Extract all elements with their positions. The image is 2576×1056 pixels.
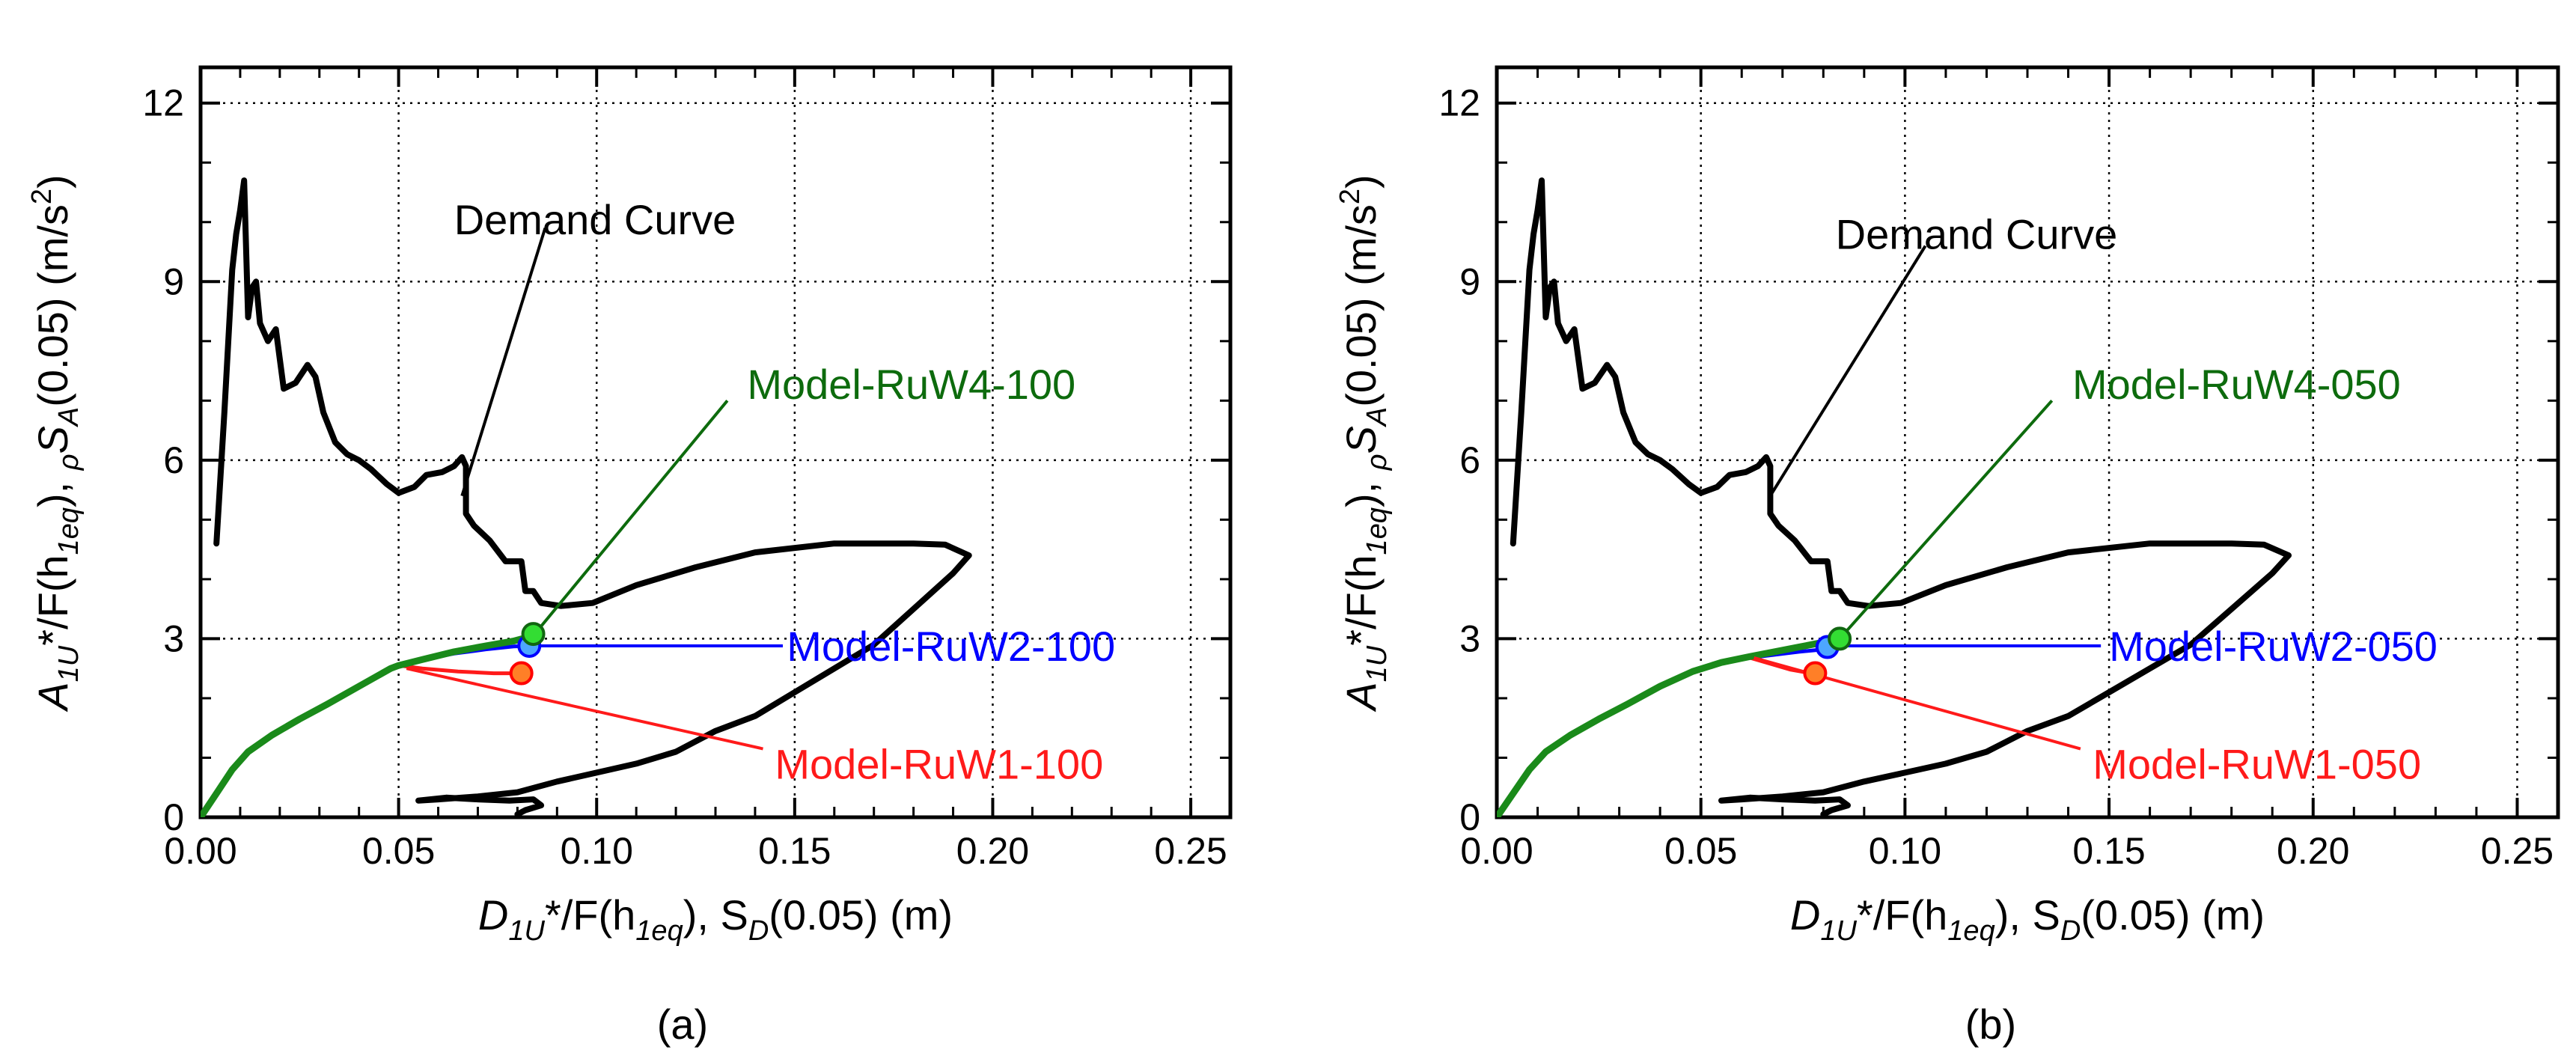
chart-panel-a: 0.00 0.05 0.10 0.15 0.20 0.25 0 3 6 9 12 Demand Cur… bbox=[26, 65, 1233, 1048]
series-line-demand-curve-b bbox=[1510, 177, 2292, 817]
chart-panel-b: 0.00 0.05 0.10 0.15 0.20 0.25 0 3 6 9 12 Demand Cur… bbox=[1334, 65, 2560, 1048]
y-tick-label-1-b: 3 bbox=[1459, 617, 1480, 659]
annotation-leader-1-b bbox=[1838, 400, 2054, 640]
series-group-b bbox=[1497, 177, 2292, 817]
marker-model-ruw1-050-b bbox=[1803, 661, 1828, 686]
x-tick-label-1-a: 0.05 bbox=[362, 830, 435, 872]
panel-label-a: (a) bbox=[657, 1001, 708, 1048]
y-tick-label-0-a: 0 bbox=[163, 796, 184, 838]
series-line-model-ruw4-050-b bbox=[1497, 636, 1843, 817]
plot-frame-b bbox=[1495, 65, 2560, 820]
x-tick-label-3-b: 0.15 bbox=[2072, 830, 2145, 872]
annotation-label-model-ruw2-050-b: Model-RuW2-050 bbox=[2109, 623, 2438, 670]
x-axis-title-a: D1U*/F(h1eq), SD(0.05) (m) bbox=[478, 891, 953, 947]
annotation-label-model-ruw4-100-a: Model-RuW4-100 bbox=[747, 361, 1075, 408]
annotation-label-model-ruw4-050-b: Model-RuW4-050 bbox=[2072, 361, 2401, 408]
x-tick-label-0-a: 0.00 bbox=[164, 830, 236, 872]
y-tick-label-2-b: 6 bbox=[1459, 439, 1480, 481]
series-line-model-ruw2-050-b bbox=[1497, 647, 1825, 817]
x-tick-label-0-b: 0.00 bbox=[1460, 830, 1533, 872]
y-tick-label-2-a: 6 bbox=[163, 439, 184, 481]
x-tick-label-4-a: 0.20 bbox=[956, 830, 1029, 872]
x-tick-label-2-b: 0.10 bbox=[1869, 830, 1941, 872]
y-tick-label-1-a: 3 bbox=[163, 617, 184, 659]
x-tick-label-1-b: 0.05 bbox=[1664, 830, 1737, 872]
annotation-label-demand-curve-b: Demand Curve bbox=[1836, 211, 2118, 258]
annotation-leader-1-a bbox=[532, 400, 729, 637]
y-tick-label-3-a: 9 bbox=[163, 260, 184, 302]
x-tick-label-5-a: 0.25 bbox=[1154, 830, 1227, 872]
y-tick-label-4-a: 12 bbox=[142, 82, 184, 124]
y-tick-label-3-b: 9 bbox=[1459, 260, 1480, 302]
annotation-leader-0-b bbox=[1768, 245, 1927, 497]
annotation-label-model-ruw2-100-a: Model-RuW2-100 bbox=[787, 623, 1115, 670]
series-line-model-ruw1-050-b bbox=[1497, 656, 1813, 817]
annotation-leader-0-a bbox=[460, 228, 547, 497]
y-axis-title-b: A1U*/F(h1eq), ρSA(0.05) (m/s2) bbox=[1334, 174, 1393, 712]
series-line-demand-curve-a bbox=[213, 177, 972, 817]
annotation-leader-3-a bbox=[406, 667, 763, 751]
x-axis-title-b: D1U*/F(h1eq), SD(0.05) (m) bbox=[1790, 891, 2265, 947]
plot-frame-a bbox=[198, 65, 1233, 820]
y-axis-title-a: A1U*/F(h1eq), ρSA(0.05) (m/s2) bbox=[26, 174, 85, 712]
series-line-model-ruw4-100-a bbox=[201, 632, 537, 817]
y-tick-label-4-b: 12 bbox=[1438, 82, 1480, 124]
x-tick-label-5-b: 0.25 bbox=[2481, 830, 2554, 872]
panel-label-b: (b) bbox=[1965, 1001, 2016, 1048]
y-tick-label-0-b: 0 bbox=[1459, 796, 1480, 838]
annotation-leader-3-b bbox=[1754, 656, 2081, 751]
annotation-label-demand-curve-a: Demand Curve bbox=[454, 196, 736, 243]
marker-model-ruw4-100-a bbox=[521, 622, 546, 647]
annotation-label-model-ruw1-050-b: Model-RuW1-050 bbox=[2093, 740, 2421, 787]
series-group-a bbox=[201, 177, 972, 817]
annotation-label-model-ruw1-100-a: Model-RuW1-100 bbox=[775, 740, 1103, 787]
x-tick-label-4-b: 0.20 bbox=[2277, 830, 2349, 872]
x-tick-label-2-a: 0.10 bbox=[561, 830, 633, 872]
x-tick-label-3-a: 0.15 bbox=[758, 830, 831, 872]
marker-model-ruw1-100-a bbox=[509, 661, 534, 686]
marker-model-ruw4-050-b bbox=[1828, 626, 1852, 651]
